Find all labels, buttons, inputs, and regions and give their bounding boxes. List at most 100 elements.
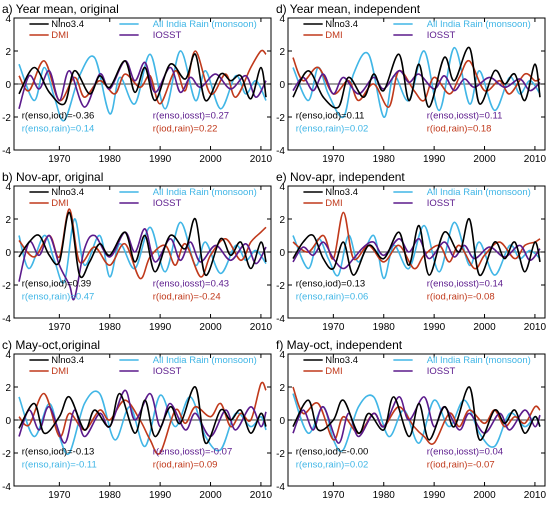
correlation-annotation: r(iod,rain)=-0.24: [153, 292, 221, 303]
panel-d: d) Year mean, independent -4 -2 0 2 4 1970 1980…: [276, 2, 546, 165]
correlation-annotation: r(iod,rain)=0.09: [153, 460, 218, 471]
x-tick-label: 1980: [99, 490, 122, 501]
legend-label-iosst: IOSST: [153, 366, 182, 377]
y-tick-label: 4: [5, 350, 11, 361]
legend-label-dmi: DMI: [51, 30, 68, 41]
series-group: [292, 211, 541, 280]
legend-label-rain: All India Rain (monsoon): [427, 19, 531, 30]
y-tick-label: -2: [2, 449, 11, 460]
correlation-annotation: r(iod,rain)=0.22: [153, 124, 218, 135]
series-line-dmi: [18, 381, 267, 455]
y-tick-label: -2: [276, 281, 285, 292]
correlation-annotation: r(iod,rain)=-0.08: [427, 292, 495, 303]
legend-label-iosst: IOSST: [153, 30, 182, 41]
correlation-annotation: r(enso,rain)=0.02: [296, 124, 369, 135]
series-group: [292, 46, 541, 119]
x-tick-label: 2010: [250, 154, 273, 165]
correlation-annotation: r(enso,rain)=0.02: [296, 460, 369, 471]
x-tick-label: 1980: [99, 322, 122, 333]
panel-title: b) Nov-apr, original: [2, 170, 103, 184]
legend-label-rain: All India Rain (monsoon): [153, 19, 257, 30]
panel-title: d) Year mean, independent: [276, 2, 421, 16]
legend-label-dmi: DMI: [51, 198, 68, 209]
series-line-iosst: [18, 389, 267, 444]
x-tick-label: 2000: [199, 322, 222, 333]
x-tick-label: 1990: [423, 490, 446, 501]
series-line-rain: [292, 221, 541, 280]
legend-label-nino: Nino3.4: [51, 355, 84, 366]
panel-b: b) Nov-apr, original -4 -2 0 2 4 1970 1980 1990 2…: [2, 170, 272, 333]
x-tick-label: 2000: [473, 490, 496, 501]
y-tick-label: -4: [276, 482, 285, 493]
x-tick-label: 1980: [99, 154, 122, 165]
series-line-iosst: [292, 70, 541, 95]
correlation-annotation: r(enso,iosst)=0.04: [427, 446, 503, 457]
legend-label-nino: Nino3.4: [51, 187, 84, 198]
series-line-nino: [292, 386, 541, 441]
y-tick-label: 4: [279, 182, 285, 193]
legend-label-rain: All India Rain (monsoon): [153, 355, 257, 366]
y-tick-label: 4: [5, 14, 11, 25]
correlation-annotation: r(enso,iosst)=-0.07: [153, 446, 232, 457]
legend-label-dmi: DMI: [325, 198, 342, 209]
correlation-annotation: r(enso,rain)=-0.11: [22, 460, 97, 471]
x-tick-label: 1990: [423, 154, 446, 165]
correlation-annotation: r(enso,iod)=-0.13: [22, 446, 95, 457]
y-tick-label: -2: [2, 281, 11, 292]
x-tick-label: 2000: [473, 154, 496, 165]
y-tick-label: 0: [5, 416, 11, 427]
correlation-annotation: r(enso,rain)=0.14: [22, 124, 95, 135]
y-tick-label: -4: [276, 314, 285, 325]
y-tick-label: -4: [2, 146, 11, 157]
x-tick-label: 2000: [199, 154, 222, 165]
legend-label-rain: All India Rain (monsoon): [153, 187, 257, 198]
series-line-iosst: [18, 228, 267, 301]
x-tick-label: 1970: [48, 490, 71, 501]
legend-label-dmi: DMI: [325, 30, 342, 41]
series-group: [18, 208, 267, 301]
x-tick-label: 1990: [423, 322, 446, 333]
legend-label-rain: All India Rain (monsoon): [427, 355, 531, 366]
y-tick-label: 2: [279, 383, 285, 394]
correlation-annotation: r(enso,iosst)=0.27: [153, 110, 229, 121]
legend-label-iosst: IOSST: [427, 198, 456, 209]
series-group: [18, 49, 267, 122]
x-tick-label: 1970: [48, 154, 71, 165]
series-line-dmi: [292, 386, 541, 445]
y-tick-label: 4: [279, 14, 285, 25]
y-tick-label: 4: [5, 182, 11, 193]
correlation-annotation: r(enso,rain)=0.47: [22, 292, 95, 303]
correlation-annotation: r(enso,rain)=0.06: [296, 292, 369, 303]
correlation-annotation: r(enso,iosst)=0.14: [427, 278, 503, 289]
y-tick-label: 0: [5, 80, 11, 91]
y-tick-label: 2: [5, 383, 11, 394]
x-tick-label: 1990: [149, 154, 172, 165]
x-tick-label: 2010: [524, 322, 547, 333]
y-tick-label: 2: [279, 215, 285, 226]
correlation-annotation: r(iod,rain)=-0.07: [427, 460, 495, 471]
y-tick-label: -4: [276, 146, 285, 157]
x-tick-label: 2000: [473, 322, 496, 333]
series-line-iosst: [292, 238, 541, 270]
x-tick-label: 2000: [199, 490, 222, 501]
legend-label-iosst: IOSST: [427, 30, 456, 41]
series-line-iosst: [18, 60, 267, 110]
x-tick-label: 1970: [322, 322, 345, 333]
series-line-nino: [18, 386, 267, 444]
x-tick-label: 1980: [373, 490, 396, 501]
y-tick-label: 4: [279, 350, 285, 361]
panel-e: e) Nov-apr, independent -4 -2 0 2 4 1970 1980 19…: [276, 170, 546, 333]
series-line-nino: [292, 46, 541, 109]
legend-label-nino: Nino3.4: [325, 187, 358, 198]
correlation-annotation: r(enso,iod)=0.13: [296, 278, 365, 289]
series-line-nino: [292, 218, 541, 276]
correlation-annotation: r(enso,iosst)=0.43: [153, 278, 229, 289]
correlation-annotation: r(enso,iosst)=0.11: [427, 110, 503, 121]
legend-label-dmi: DMI: [325, 366, 342, 377]
y-tick-label: -2: [276, 449, 285, 460]
series-line-nino: [18, 53, 267, 106]
y-tick-label: 0: [279, 416, 285, 427]
legend-label-rain: All India Rain (monsoon): [427, 187, 531, 198]
panel-title: a) Year mean, original: [2, 2, 119, 16]
